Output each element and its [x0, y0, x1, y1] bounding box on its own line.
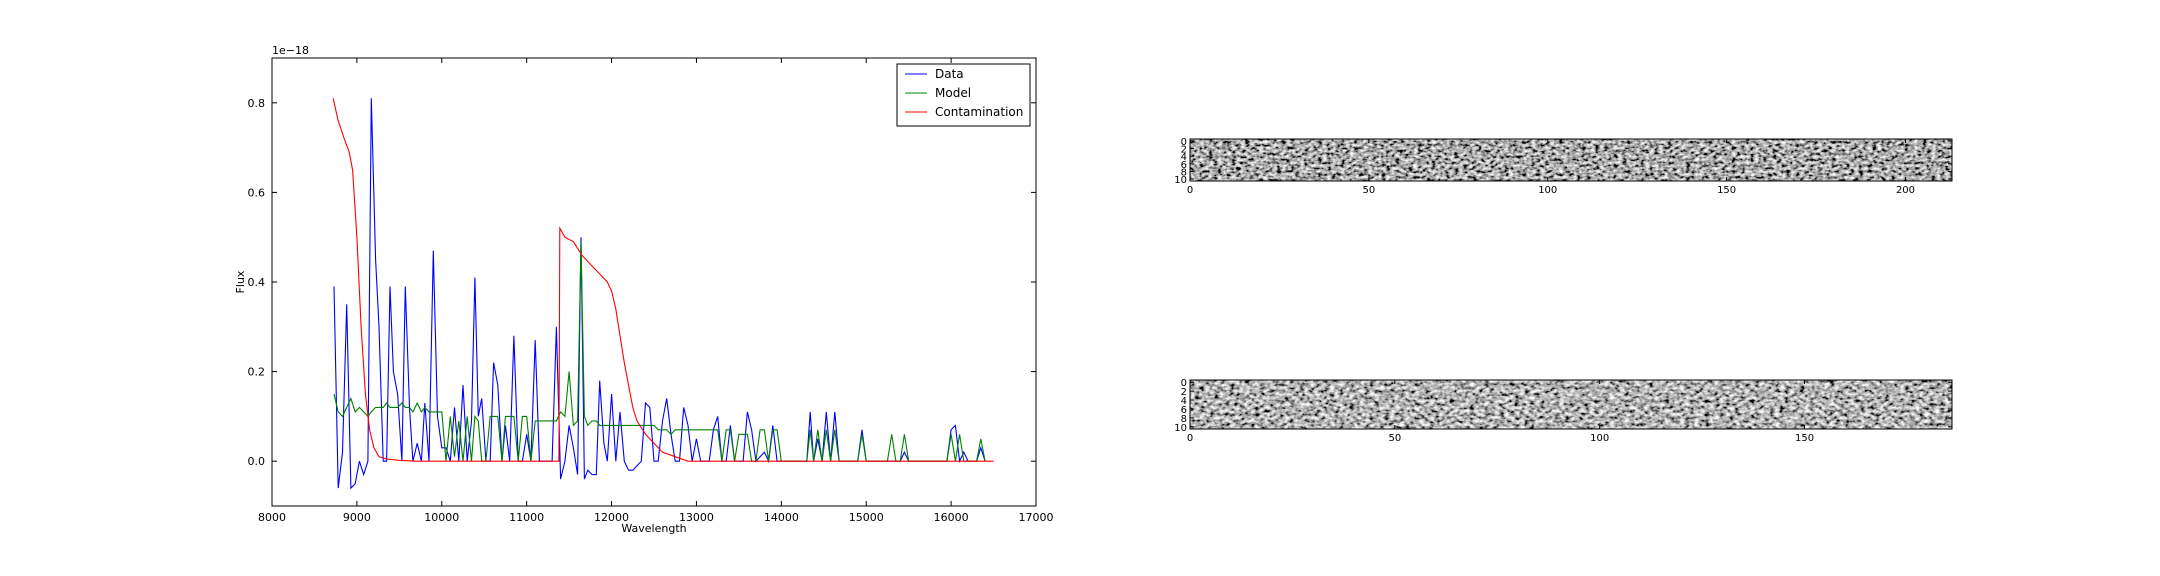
image-top-y-tick-label: 8 [1181, 167, 1187, 178]
legend: Data Model Contamination [896, 63, 1031, 127]
y-tick-label: 0.6 [248, 186, 266, 199]
image-top-y-tick-label: 4 [1181, 152, 1187, 163]
y-offset-label: 1e−18 [272, 44, 309, 57]
series-line-data [333, 98, 986, 490]
x-axis-label: Wavelength [621, 522, 686, 535]
image-bottom-x-tick-label: 150 [1795, 433, 1814, 444]
x-tick-label: 14000 [764, 511, 799, 524]
image-top-x-tick-label: 200 [1896, 185, 1915, 196]
image-top-x-tick-label: 0 [1187, 185, 1193, 196]
x-tick-label: 13000 [679, 511, 714, 524]
series-lines [332, 98, 994, 490]
image-noise-bottom [1190, 380, 1952, 429]
series-line-contamination [332, 98, 994, 462]
image-frame-top [1189, 138, 1953, 182]
y-tick-label: 0.2 [248, 366, 266, 379]
image-bottom-x-tick-label: 100 [1590, 433, 1609, 444]
image-top-y-tick-label: 10 [1174, 175, 1187, 186]
x-tick-label: 8000 [258, 511, 286, 524]
x-tick-label: 15000 [849, 511, 884, 524]
image-top-y-tick-label: 6 [1181, 160, 1187, 171]
image-top-y-tick-label: 0 [1181, 137, 1187, 148]
legend-label-model: Model [935, 86, 971, 100]
y-tick-label: 0.8 [248, 97, 266, 110]
image-bottom-x-tick-label: 50 [1388, 433, 1401, 444]
image-top-x-tick-label: 150 [1717, 185, 1736, 196]
image-bottom-y-tick-label: 2 [1181, 387, 1187, 398]
image-bottom-y-tick-label: 4 [1181, 396, 1187, 407]
image-top-y-tick-label: 2 [1181, 145, 1187, 156]
image-bottom-y-tick-label: 0 [1181, 378, 1187, 389]
plot-area [272, 58, 1036, 506]
x-tick-label: 12000 [594, 511, 629, 524]
image-noise-top [1190, 139, 1952, 181]
image-bottom-y-tick-label: 10 [1174, 423, 1187, 434]
x-tick-label: 9000 [343, 511, 371, 524]
x-tick-label: 17000 [1019, 511, 1054, 524]
series-line-model [333, 241, 986, 462]
image-top-x-tick-label: 50 [1363, 185, 1376, 196]
legend-label-contamination: Contamination [935, 105, 1023, 119]
x-tick-label: 10000 [424, 511, 459, 524]
image-bottom-y-tick-label: 8 [1181, 414, 1187, 425]
image-top-x-tick-label: 100 [1538, 185, 1557, 196]
image-frame-bottom [1189, 379, 1953, 430]
y-tick-label: 0.4 [248, 276, 266, 289]
spectrum-line-chart: 8000 9000 10000 11000 12000 13000 14000 15000 16… [234, 44, 1054, 535]
legend-label-data: Data [935, 67, 964, 81]
y-ticks: 0.0 0.2 0.4 0.6 0.8 [248, 97, 1036, 468]
y-axis-label: Flux [234, 270, 247, 293]
x-tick-label: 16000 [934, 511, 969, 524]
x-ticks: 8000 9000 10000 11000 12000 13000 14000 15000 16… [258, 58, 1054, 524]
x-tick-label: 11000 [509, 511, 544, 524]
image-bottom-x-tick-label: 0 [1187, 433, 1193, 444]
y-tick-label: 0.0 [248, 455, 266, 468]
image-bottom-y-tick-label: 6 [1181, 405, 1187, 416]
